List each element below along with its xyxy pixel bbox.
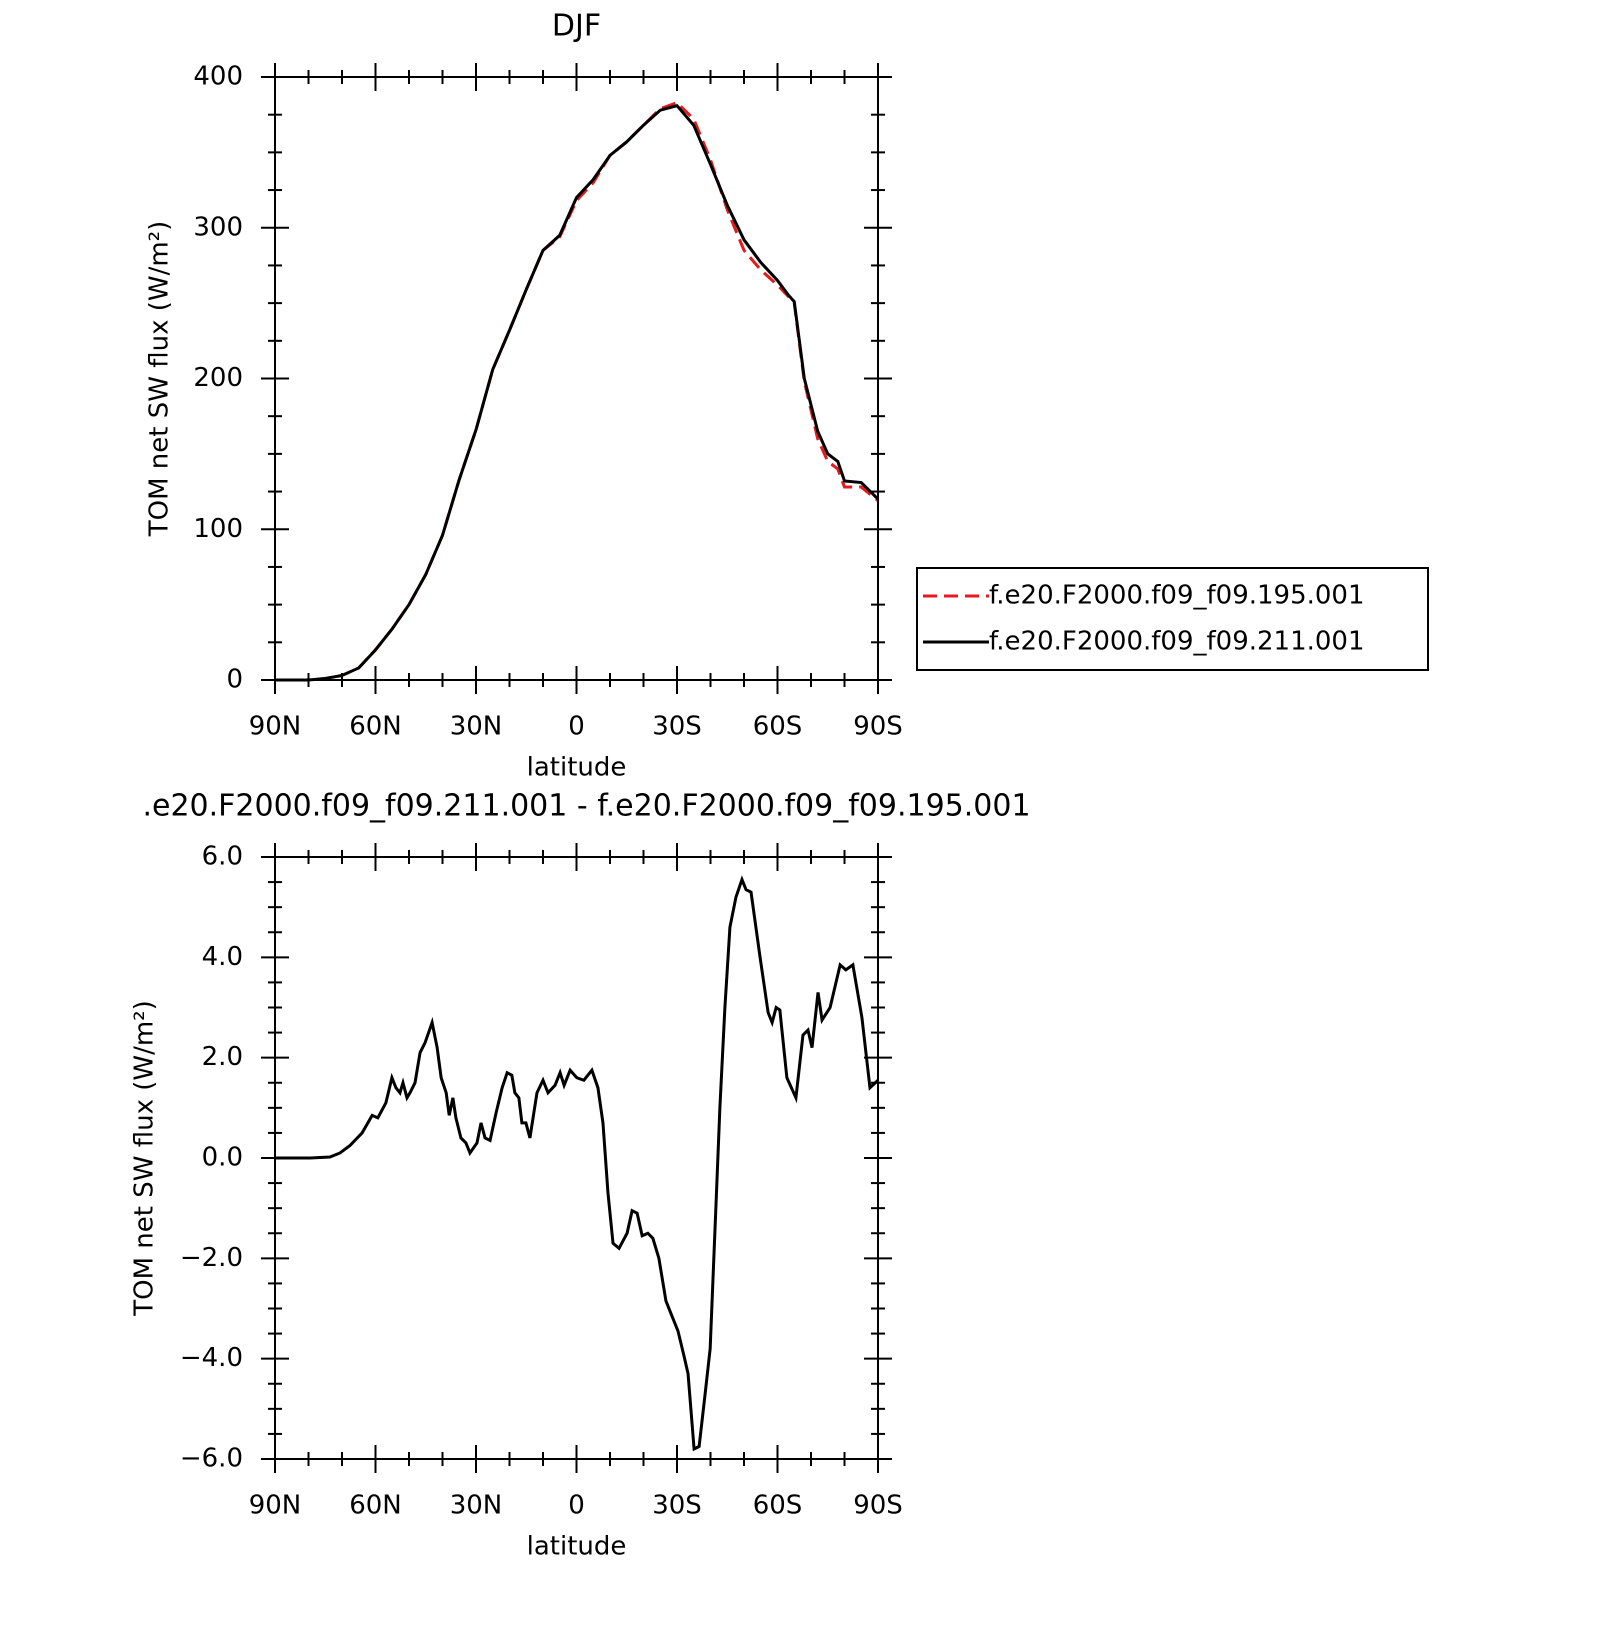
y-tick-label: −6.0 xyxy=(180,1444,243,1474)
x-tick-label: 60S xyxy=(753,712,803,742)
chart-title: .e20.F2000.f09_f09.211.001 - f.e20.F2000… xyxy=(142,789,1030,824)
y-tick-label: 0 xyxy=(226,665,243,695)
y-tick-label: 300 xyxy=(193,212,243,242)
data-line xyxy=(275,875,880,1452)
x-tick-label: 30N xyxy=(450,712,503,742)
y-axis-label: TOM net SW flux (W/m²) xyxy=(130,1000,160,1316)
y-tick-label: 0.0 xyxy=(202,1143,243,1173)
y-tick-label: 4.0 xyxy=(202,942,243,972)
y-tick-label: 100 xyxy=(193,514,243,544)
legend-label: f.e20.F2000.f09_f09.195.001 xyxy=(989,581,1365,611)
x-axis-label: latitude xyxy=(527,1532,627,1562)
data-line xyxy=(275,103,880,682)
y-tick-label: 400 xyxy=(193,62,243,92)
plot-frame xyxy=(274,76,879,681)
legend-box xyxy=(916,567,1429,671)
y-tick-label: −2.0 xyxy=(180,1243,243,1273)
x-tick-label: 30S xyxy=(652,1491,702,1521)
chart-title: DJF xyxy=(552,9,601,44)
y-tick-label: 2.0 xyxy=(202,1042,243,1072)
data-line xyxy=(275,100,879,682)
x-axis-label: latitude xyxy=(527,753,627,783)
legend-label: f.e20.F2000.f09_f09.211.001 xyxy=(989,627,1365,657)
x-tick-label: 30S xyxy=(652,712,702,742)
x-tick-label: 60S xyxy=(753,1491,803,1521)
x-tick-label: 60N xyxy=(349,712,402,742)
x-tick-label: 90S xyxy=(853,712,903,742)
x-tick-label: 90S xyxy=(853,1491,903,1521)
x-tick-label: 90N xyxy=(249,712,302,742)
y-tick-label: 200 xyxy=(193,363,243,393)
y-axis-label: TOM net SW flux (W/m²) xyxy=(145,221,175,537)
y-tick-label: −4.0 xyxy=(180,1343,243,1373)
y-tick-label: 6.0 xyxy=(202,842,243,872)
x-tick-label: 0 xyxy=(568,1491,585,1521)
x-tick-label: 60N xyxy=(349,1491,402,1521)
x-tick-label: 0 xyxy=(568,712,585,742)
x-tick-label: 30N xyxy=(450,1491,503,1521)
x-tick-label: 90N xyxy=(249,1491,302,1521)
plot-frame xyxy=(274,856,879,1460)
